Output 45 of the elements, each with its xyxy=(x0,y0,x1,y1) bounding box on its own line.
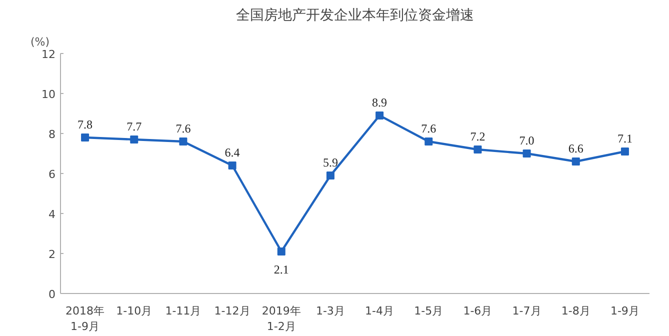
point xyxy=(228,162,236,170)
x-tick-label: 1-10月 xyxy=(116,304,152,318)
y-tick-label: 4 xyxy=(48,208,56,221)
text: 7.2 xyxy=(470,130,486,144)
y-tick-label: 0 xyxy=(48,288,56,301)
text: 7.8 xyxy=(78,118,93,132)
text: 6.6 xyxy=(568,142,584,156)
point xyxy=(424,138,433,146)
text: 2.1 xyxy=(274,262,289,276)
point xyxy=(572,158,580,166)
text: 7.6 xyxy=(421,122,436,136)
text: 7.7 xyxy=(126,120,142,134)
chart-title: 全国房地产开发企业本年到位资金增速 xyxy=(236,8,474,24)
x-tick-label: 1-6月 xyxy=(463,304,492,318)
point xyxy=(179,138,188,146)
y-tick-label: 12 xyxy=(42,48,56,61)
y-tick-label: 10 xyxy=(42,88,56,101)
point xyxy=(277,248,286,256)
y-tick-label: 2 xyxy=(48,248,56,261)
point xyxy=(376,112,384,120)
x-tick-label: 1-11月 xyxy=(165,304,202,318)
point xyxy=(81,134,90,142)
point xyxy=(474,146,482,154)
text: 8.9 xyxy=(372,96,388,110)
x-tick-label: 2019年 1-2月 xyxy=(262,304,301,334)
text: 7.1 xyxy=(617,132,632,146)
y-tick-label: 8 xyxy=(48,128,56,141)
x-tick-label: 1-12月 xyxy=(214,304,250,318)
x-tick-label: 1-3月 xyxy=(316,304,345,318)
point xyxy=(620,148,629,156)
point xyxy=(326,172,334,180)
x-tick-label: 1-8月 xyxy=(561,304,590,318)
point xyxy=(130,136,138,144)
x-tick-label: 1-4月 xyxy=(365,304,394,318)
text: 7.0 xyxy=(519,134,534,148)
x-tick-label: 1-7月 xyxy=(512,304,542,318)
y-axis-title: (%) xyxy=(30,36,50,48)
text: 5.9 xyxy=(322,156,338,170)
x-tick-label: 2018年 1-9月 xyxy=(66,304,105,334)
y-tick-label: 6 xyxy=(48,168,56,181)
text: 7.6 xyxy=(176,122,191,136)
point xyxy=(522,150,531,158)
x-tick-label: 1-9月 xyxy=(610,304,640,318)
x-tick-label: 1-5月 xyxy=(414,304,444,318)
text: 6.4 xyxy=(224,146,240,160)
